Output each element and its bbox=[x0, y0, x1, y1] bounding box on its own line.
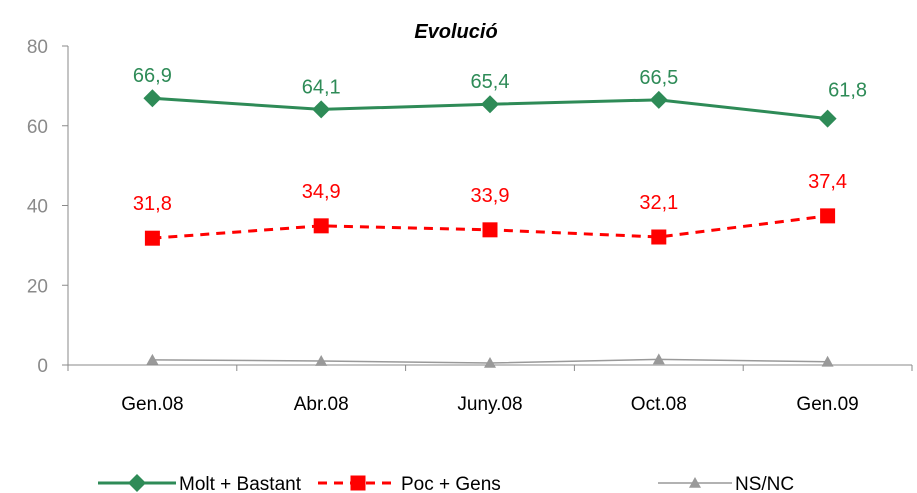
x-tick-label: Juny.08 bbox=[457, 394, 522, 415]
data-labels: 66,9 64,1 65,4 66,5 61,8 31,8 34,9 33,9 32,1 37,4 bbox=[133, 65, 867, 215]
x-tick-label: Abr.08 bbox=[294, 394, 349, 415]
data-point-2-0 bbox=[146, 353, 159, 365]
data-point-0-3 bbox=[649, 90, 668, 109]
data-point-1-0 bbox=[144, 230, 160, 246]
data-label: 61,8 bbox=[828, 80, 867, 102]
legend-marker bbox=[350, 475, 366, 491]
legend-label: NS/NC bbox=[735, 474, 794, 493]
y-tick-label: 20 bbox=[27, 276, 48, 297]
x-tick-label: Gen.08 bbox=[121, 394, 183, 415]
legend-marker bbox=[689, 477, 701, 488]
axes: 0 20 40 60 80 Gen.08 Abr.08 Juny.08 Oct.08 Gen.09 bbox=[27, 37, 913, 415]
data-label: 64,1 bbox=[302, 76, 341, 98]
data-point-1-2 bbox=[482, 222, 498, 238]
legend-item-1: Poc + Gens bbox=[318, 474, 501, 493]
data-point-0-1 bbox=[312, 100, 331, 119]
legend: Molt + Bastant Poc + Gens NS/NC bbox=[98, 474, 794, 493]
legend-item-2: NS/NC bbox=[658, 474, 794, 493]
y-tick-label: 0 bbox=[37, 356, 48, 377]
data-point-2-1 bbox=[315, 355, 328, 366]
data-label: 32,1 bbox=[639, 192, 678, 214]
data-label: 66,5 bbox=[639, 67, 678, 89]
legend-item-0: Molt + Bastant bbox=[98, 474, 302, 493]
legend-label: Poc + Gens bbox=[401, 474, 501, 493]
data-label: 33,9 bbox=[471, 185, 510, 207]
data-point-2-3 bbox=[652, 353, 665, 365]
data-point-1-4 bbox=[820, 208, 836, 224]
data-label: 65,4 bbox=[471, 71, 510, 93]
data-label: 66,9 bbox=[133, 65, 172, 87]
chart-title: Evolució bbox=[414, 21, 497, 43]
data-point-0-4 bbox=[818, 109, 837, 128]
y-tick-label: 60 bbox=[27, 117, 48, 138]
legend-marker bbox=[128, 474, 146, 492]
data-point-2-4 bbox=[821, 355, 834, 367]
data-point-1-1 bbox=[313, 218, 329, 234]
x-tick-label: Gen.09 bbox=[796, 394, 858, 415]
series-layer bbox=[143, 89, 837, 368]
data-point-1-3 bbox=[651, 229, 667, 245]
legend-label: Molt + Bastant bbox=[179, 474, 302, 493]
data-label: 31,8 bbox=[133, 193, 172, 215]
y-tick-label: 80 bbox=[27, 37, 48, 58]
data-point-2-2 bbox=[484, 357, 496, 368]
data-label: 34,9 bbox=[302, 181, 341, 203]
data-label: 37,4 bbox=[808, 171, 847, 193]
y-tick-label: 40 bbox=[27, 197, 48, 218]
x-tick-label: Oct.08 bbox=[631, 394, 687, 415]
data-point-0-2 bbox=[481, 95, 499, 114]
data-point-0-0 bbox=[143, 89, 162, 108]
